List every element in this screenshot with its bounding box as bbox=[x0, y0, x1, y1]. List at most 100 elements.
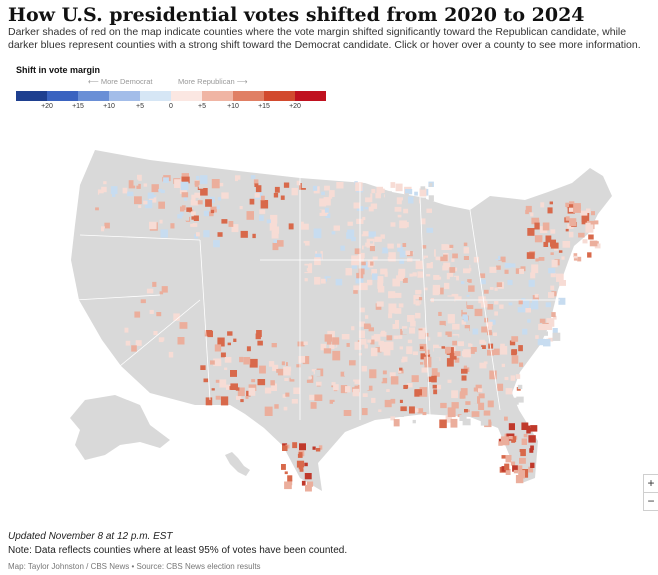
county-northwest[interactable] bbox=[177, 214, 183, 219]
county-south-texas[interactable] bbox=[304, 462, 308, 467]
county-east[interactable] bbox=[539, 318, 546, 323]
county-east[interactable] bbox=[538, 323, 547, 331]
county-east[interactable] bbox=[496, 282, 503, 287]
county-midwest[interactable] bbox=[319, 212, 324, 216]
county-midwest[interactable] bbox=[328, 195, 333, 199]
county-south-central[interactable] bbox=[297, 341, 305, 347]
county-north-plains[interactable] bbox=[193, 215, 199, 222]
county-east[interactable] bbox=[463, 256, 469, 260]
county-north-plains[interactable] bbox=[196, 175, 200, 180]
county-northwest[interactable] bbox=[160, 189, 165, 194]
county-northeast[interactable] bbox=[534, 235, 543, 243]
county-midwest[interactable] bbox=[301, 183, 307, 188]
county-midwest[interactable] bbox=[329, 222, 334, 228]
county-northwest[interactable] bbox=[143, 200, 148, 205]
county-east[interactable] bbox=[546, 252, 554, 260]
county-southeast[interactable] bbox=[397, 409, 404, 417]
county-northwest[interactable] bbox=[206, 221, 214, 231]
county-northwest[interactable] bbox=[112, 192, 116, 197]
county-northwest[interactable] bbox=[179, 211, 184, 216]
county-midwest[interactable] bbox=[342, 250, 351, 259]
county-southeast[interactable] bbox=[471, 370, 479, 379]
county-north-plains[interactable] bbox=[190, 199, 199, 206]
county-south-central[interactable] bbox=[386, 389, 390, 392]
county-southeast[interactable] bbox=[421, 367, 429, 373]
county-midwest[interactable] bbox=[363, 246, 368, 250]
county-south-texas[interactable] bbox=[304, 473, 312, 480]
county-north-plains[interactable] bbox=[227, 236, 235, 244]
county-east[interactable] bbox=[481, 260, 487, 267]
county-east[interactable] bbox=[510, 263, 516, 268]
county-florida[interactable] bbox=[501, 455, 507, 459]
county-southeast[interactable] bbox=[392, 388, 399, 396]
county-west[interactable] bbox=[134, 311, 141, 318]
county-midwest[interactable] bbox=[362, 216, 366, 221]
county-southeast[interactable] bbox=[469, 394, 477, 404]
county-northeast[interactable] bbox=[551, 259, 558, 268]
county-southeast[interactable] bbox=[426, 354, 431, 357]
county-midwest[interactable] bbox=[307, 252, 315, 258]
county-central[interactable] bbox=[466, 301, 474, 310]
county-east[interactable] bbox=[494, 311, 498, 316]
county-north-plains[interactable] bbox=[260, 200, 269, 209]
county-midwest[interactable] bbox=[336, 182, 344, 189]
county-south-central[interactable] bbox=[302, 356, 310, 365]
county-midwest[interactable] bbox=[361, 231, 369, 237]
county-midwest[interactable] bbox=[369, 241, 374, 244]
county-east[interactable] bbox=[553, 315, 557, 320]
county-southeast[interactable] bbox=[471, 341, 475, 344]
county-northeast[interactable] bbox=[549, 201, 553, 205]
county-florida[interactable] bbox=[505, 468, 511, 475]
county-midwest[interactable] bbox=[324, 207, 329, 213]
county-midwest[interactable] bbox=[302, 265, 308, 273]
county-northwest[interactable] bbox=[170, 223, 175, 229]
county-northeast[interactable] bbox=[590, 221, 595, 225]
county-midwest[interactable] bbox=[428, 195, 434, 202]
county-southeast[interactable] bbox=[500, 346, 508, 355]
county-midwest[interactable] bbox=[340, 245, 346, 251]
county-south-central[interactable] bbox=[345, 386, 351, 393]
county-central[interactable] bbox=[439, 320, 446, 326]
county-south-central[interactable] bbox=[326, 338, 332, 345]
county-south-central[interactable] bbox=[310, 343, 316, 348]
county-central[interactable] bbox=[401, 326, 408, 331]
county-west[interactable] bbox=[154, 320, 160, 325]
county-central[interactable] bbox=[359, 338, 367, 345]
county-northwest[interactable] bbox=[133, 179, 139, 186]
county-north-plains[interactable] bbox=[273, 192, 279, 198]
county-central[interactable] bbox=[438, 311, 442, 316]
county-central[interactable] bbox=[398, 268, 406, 277]
county-southeast[interactable] bbox=[390, 376, 399, 385]
county-southeast[interactable] bbox=[504, 376, 509, 381]
county-east[interactable] bbox=[524, 308, 531, 313]
county-midwest[interactable] bbox=[302, 257, 310, 264]
county-south-central[interactable] bbox=[274, 404, 279, 409]
county-north-plains[interactable] bbox=[274, 186, 280, 193]
county-midwest[interactable] bbox=[323, 258, 328, 264]
county-central[interactable] bbox=[435, 247, 444, 257]
county-central[interactable] bbox=[369, 246, 375, 252]
county-midwest[interactable] bbox=[374, 236, 382, 242]
county-south-central[interactable] bbox=[290, 371, 299, 380]
county-north-plains[interactable] bbox=[191, 216, 196, 220]
county-east[interactable] bbox=[479, 273, 486, 278]
county-south-central[interactable] bbox=[278, 387, 283, 392]
county-central[interactable] bbox=[358, 254, 365, 261]
county-south-central[interactable] bbox=[296, 364, 301, 368]
county-central[interactable] bbox=[367, 303, 373, 308]
county-northeast[interactable] bbox=[565, 216, 570, 221]
county-midwest[interactable] bbox=[330, 259, 339, 266]
county-midwest[interactable] bbox=[347, 221, 353, 226]
county-central[interactable] bbox=[361, 261, 366, 266]
county-central[interactable] bbox=[375, 247, 383, 253]
county-south-central[interactable] bbox=[284, 378, 289, 381]
county-southwest[interactable] bbox=[236, 395, 242, 400]
county-midwest[interactable] bbox=[319, 209, 328, 216]
county-north-plains[interactable] bbox=[252, 233, 256, 239]
county-central[interactable] bbox=[371, 299, 375, 302]
county-central[interactable] bbox=[446, 272, 454, 280]
county-central[interactable] bbox=[377, 276, 384, 284]
county-midwest[interactable] bbox=[327, 229, 332, 232]
county-central[interactable] bbox=[407, 339, 413, 344]
county-north-plains[interactable] bbox=[213, 240, 220, 248]
